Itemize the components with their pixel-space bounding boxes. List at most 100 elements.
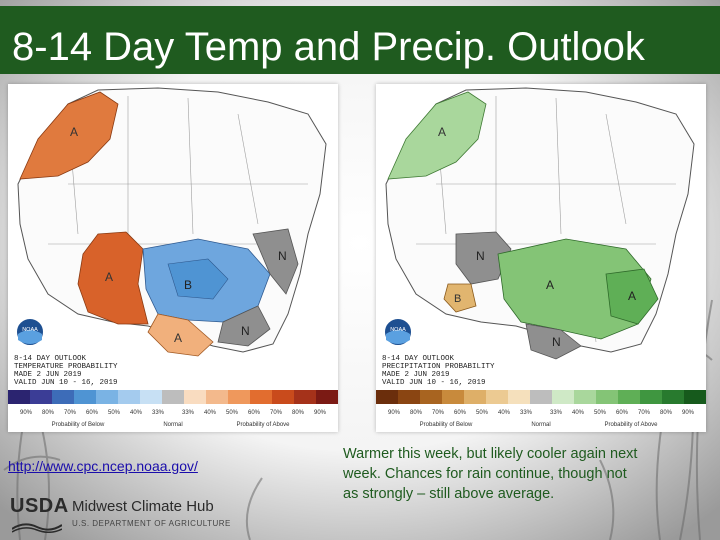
map-header-line: TEMPERATURE PROBABILITY [14,363,118,371]
region-label: A [70,125,78,139]
title-bar: 8-14 Day Temp and Precip. Outlook [0,6,720,74]
region-label: N [476,249,485,263]
scale-tick: 80% [660,410,673,416]
scale-swatch [618,390,640,404]
scale-swatch [552,390,574,404]
scale-tick: 50% [594,410,607,416]
scale-swatch [574,390,596,404]
scale-tick: 33% [520,410,533,416]
scale-swatch [206,390,228,404]
temperature-outlook-map: A A B N N A NOAA 8-14 DAY OUTLOOK TEMPER… [8,84,338,432]
scale-tick: 80% [410,410,423,416]
scale-swatch [96,390,118,404]
region-label: A [438,125,446,139]
scale-swatch [272,390,294,404]
scale-swatch [662,390,684,404]
scale-swatch [52,390,74,404]
scale-swatch [118,390,140,404]
scale-swatch [8,390,30,404]
region-alaska [19,91,119,180]
scale-tick: 40% [572,410,585,416]
hub-name: Midwest Climate Hub [72,498,214,515]
legend-below-label: Probability of Below [52,422,105,428]
cpc-link[interactable]: http://www.cpc.ncep.noaa.gov/ [8,458,198,474]
scale-swatch-normal [530,390,552,404]
scale-tick: 40% [130,410,143,416]
region-label: A [174,331,182,345]
department-name: U.S. DEPARTMENT OF AGRICULTURE [72,519,231,528]
region-south [147,313,214,357]
scale-tick: 50% [226,410,239,416]
region-label: N [241,324,250,338]
scale-tick: 80% [292,410,305,416]
scale-swatch [684,390,706,404]
precipitation-color-scale [376,390,706,404]
slide-title: 8-14 Day Temp and Precip. Outlook [12,25,645,69]
map-header-line: 8-14 DAY OUTLOOK [14,355,87,363]
region-southeast [217,305,271,347]
region-central-core [167,258,229,300]
region-label: N [278,249,287,263]
scale-tick: 33% [550,410,563,416]
scale-tick: 70% [270,410,283,416]
outlook-caption: Warmer this week, but likely cooler agai… [343,446,638,502]
region-label: A [546,278,554,292]
scale-swatch [228,390,250,404]
scale-tick: 33% [182,410,195,416]
scale-swatch [398,390,420,404]
scale-swatch [184,390,206,404]
region-label: B [184,278,192,292]
map-header-line: VALID JUN 10 - 16, 2019 [382,379,486,387]
scale-swatch [486,390,508,404]
usda-hills-icon [12,523,62,533]
legend-below-label: Probability of Below [420,422,473,428]
scale-tick: 70% [64,410,77,416]
scale-swatch [596,390,618,404]
usda-logo-block: USDA Midwest Climate Hub U.S. DEPARTMENT… [10,495,230,535]
precipitation-map-graphic: A N B A A N NOAA 8-14 DAY OUTLOOK PRECIP… [376,84,706,432]
map-header-line: PRECIPITATION PROBABILITY [382,363,495,371]
temperature-color-scale [8,390,338,404]
region-label: B [454,293,461,305]
region-label: N [552,335,561,349]
scale-swatch [140,390,162,404]
region-south-normal [525,323,582,360]
region-west-dry [443,283,477,313]
usda-wordmark: USDA [10,495,69,517]
scale-swatch [30,390,52,404]
map-header-line: 8-14 DAY OUTLOOK [382,355,455,363]
scale-swatch [376,390,398,404]
region-northwest-normal [455,231,512,285]
scale-swatch [508,390,530,404]
map-header-line: MADE 2 JUN 2019 [382,371,450,379]
scale-swatch-normal [162,390,184,404]
region-alaska [387,91,487,180]
legend-normal-label: Normal [531,422,550,428]
scale-swatch [294,390,316,404]
region-label: A [105,270,113,284]
noaa-logo: NOAA [15,317,45,347]
scale-tick: 40% [498,410,511,416]
scale-tick: 60% [454,410,467,416]
scale-swatch [442,390,464,404]
scale-tick: 80% [42,410,55,416]
region-northeast [252,228,299,295]
legend-normal-label: Normal [163,422,182,428]
scale-tick: 60% [86,410,99,416]
scale-swatch [420,390,442,404]
scale-tick: 90% [388,410,401,416]
scale-tick: 60% [248,410,261,416]
noaa-logo: NOAA [383,317,413,347]
legend-above-label: Probability of Above [604,422,658,428]
scale-tick: 70% [638,410,651,416]
scale-tick: 60% [616,410,629,416]
map-header-line: MADE 2 JUN 2019 [14,371,82,379]
region-label: A [628,289,636,303]
precipitation-outlook-map: A N B A A N NOAA 8-14 DAY OUTLOOK PRECIP… [376,84,706,432]
scale-swatch [316,390,338,404]
region-southeast-wet [605,268,659,325]
scale-tick: 90% [314,410,327,416]
scale-swatch [74,390,96,404]
scale-tick: 40% [204,410,217,416]
scale-tick: 90% [682,410,695,416]
